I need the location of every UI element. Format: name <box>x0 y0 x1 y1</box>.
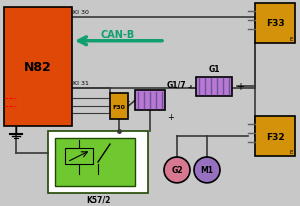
Bar <box>135 91 165 111</box>
Text: N82: N82 <box>24 61 52 74</box>
Bar <box>65 148 93 164</box>
Text: E: E <box>290 149 293 154</box>
Text: -: - <box>127 96 130 105</box>
Bar <box>4 8 72 126</box>
Bar <box>255 117 295 156</box>
Text: E: E <box>290 36 293 42</box>
Text: K57/2: K57/2 <box>86 195 110 204</box>
Text: KI 31: KI 31 <box>73 81 89 86</box>
Circle shape <box>194 157 220 183</box>
Text: F32: F32 <box>266 132 284 141</box>
Text: M1: M1 <box>200 166 214 174</box>
Text: G2: G2 <box>171 166 183 174</box>
Bar <box>110 94 128 120</box>
Bar <box>255 4 295 43</box>
Bar <box>196 77 232 97</box>
Bar <box>48 131 148 193</box>
Text: F30: F30 <box>112 104 125 109</box>
Text: +: + <box>236 82 244 92</box>
Text: G1/7: G1/7 <box>167 80 187 89</box>
Circle shape <box>164 157 190 183</box>
Text: +: + <box>167 113 174 122</box>
Text: F33: F33 <box>266 19 284 28</box>
Text: -: - <box>188 82 191 92</box>
Text: KI 30: KI 30 <box>73 10 89 15</box>
Text: CAN-B: CAN-B <box>101 30 135 40</box>
Bar <box>55 138 135 186</box>
Text: G1: G1 <box>208 64 220 73</box>
